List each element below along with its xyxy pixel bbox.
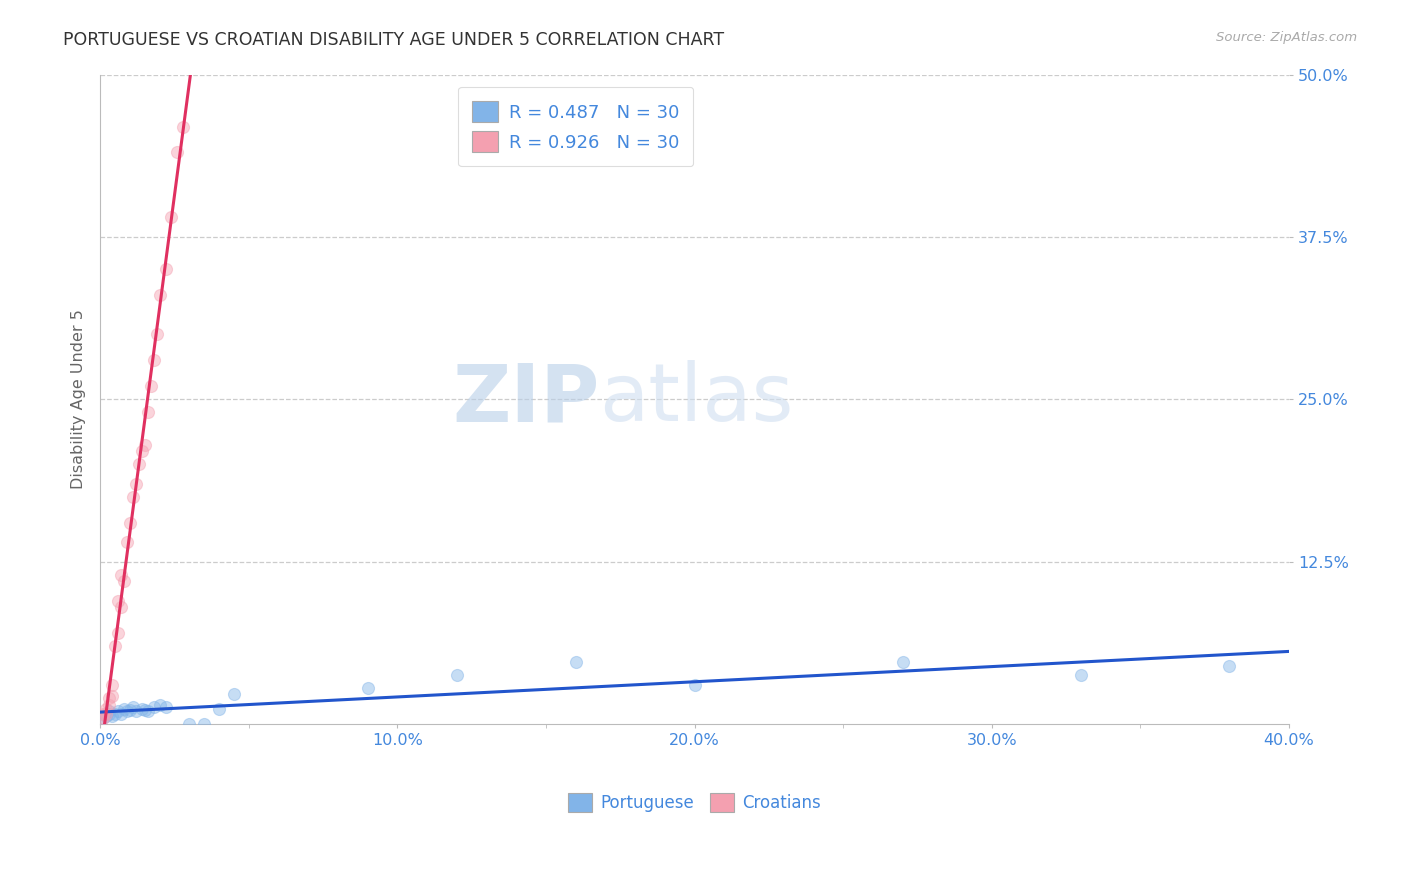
Point [142,353,165,368]
Point [121,490,143,504]
Point [134,703,156,717]
Point [139,379,162,393]
Point [193,717,215,731]
Point [125,476,148,491]
Point [356,681,378,695]
Point [155,262,177,277]
Point [131,701,153,715]
Point [128,458,150,472]
Y-axis label: Disability Age Under 5: Disability Age Under 5 [72,310,86,490]
Point [1070,668,1092,682]
Point [107,704,129,718]
Point [118,516,141,530]
Point [110,600,132,615]
Point [131,444,153,458]
Point [208,701,231,715]
Point [115,535,138,549]
Point [136,704,159,718]
Point [446,668,468,682]
Point [98,691,121,706]
Point [101,709,124,723]
Text: Source: ZipAtlas.com: Source: ZipAtlas.com [1216,31,1357,45]
Point [142,700,165,714]
Point [98,704,121,718]
Point [107,626,129,640]
Point [98,698,121,712]
Point [145,327,167,342]
Point [104,706,127,721]
Point [94,709,117,723]
Point [101,689,124,703]
Point [564,655,586,669]
Point [98,706,121,721]
Point [91,711,114,725]
Point [179,717,201,731]
Point [94,701,117,715]
Point [107,594,129,608]
Point [91,711,114,725]
Point [683,678,706,692]
Point [94,706,117,721]
Text: PORTUGUESE VS CROATIAN DISABILITY AGE UNDER 5 CORRELATION CHART: PORTUGUESE VS CROATIAN DISABILITY AGE UN… [63,31,724,49]
Point [112,701,135,715]
Point [155,700,177,714]
Point [104,640,127,654]
Point [222,687,245,701]
Point [110,706,132,721]
Point [136,405,159,419]
Point [148,288,170,302]
Point [166,145,188,160]
Point [91,706,114,721]
Point [115,704,138,718]
Point [148,698,170,712]
Text: ZIP: ZIP [453,360,599,438]
Point [112,574,135,589]
Point [160,211,183,225]
Point [121,700,143,714]
Legend: Portuguese, Croatians: Portuguese, Croatians [560,785,830,821]
Point [134,438,156,452]
Point [125,704,148,718]
Text: atlas: atlas [599,360,794,438]
Point [891,655,914,669]
Point [1218,658,1240,673]
Point [118,703,141,717]
Point [110,567,132,582]
Point [101,678,124,692]
Point [172,120,194,134]
